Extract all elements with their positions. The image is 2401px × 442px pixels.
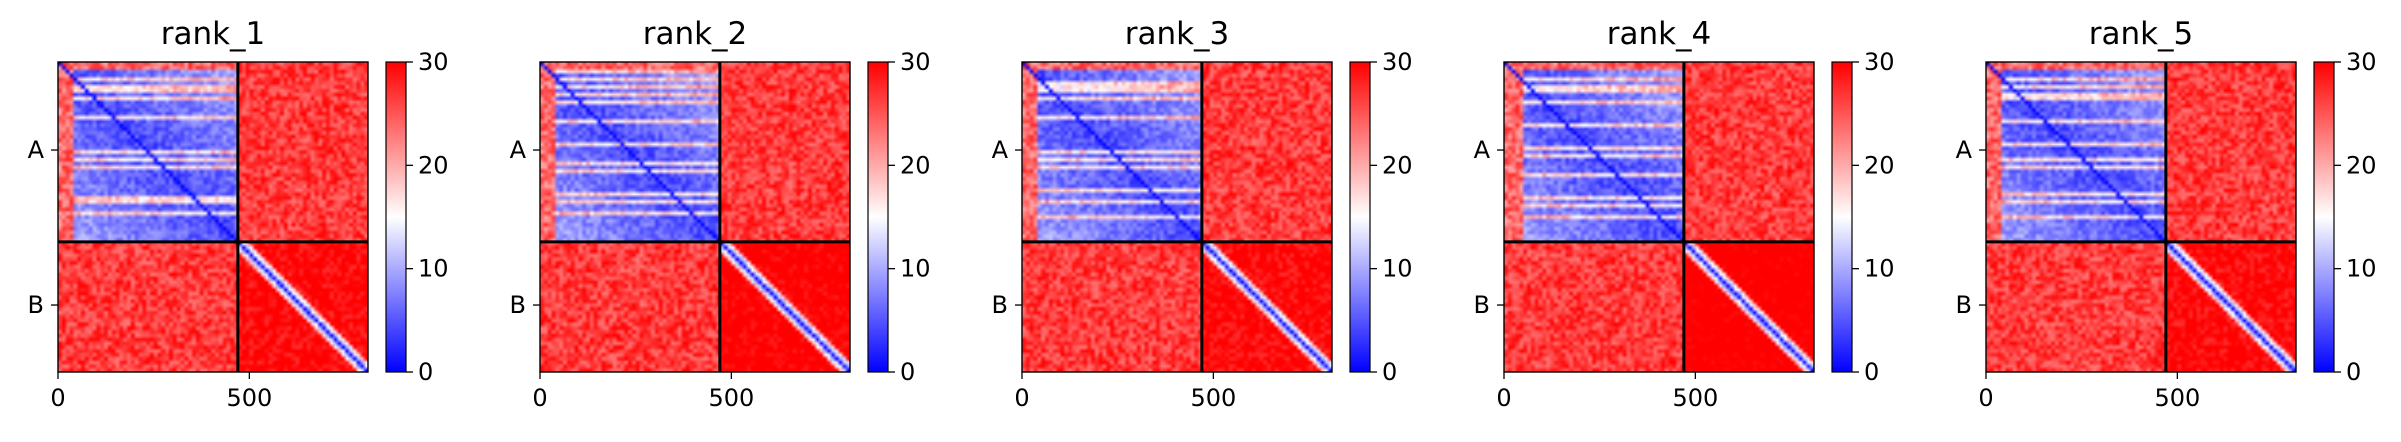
panel-title: rank_4 [1607,16,1712,52]
colorbar-tick-label: 20 [900,151,931,179]
panel-rank_1: rank_1 0 500 A B 0 10 20 30 [28,16,449,412]
y-tick-label: B [1474,291,1490,319]
panel-rank_2: rank_2 0 500 A B 0 10 20 30 [510,16,931,412]
plot-frame [1985,61,2297,373]
colorbar [1349,61,1371,373]
y-tick-label: B [510,291,526,319]
colorbar-tick-label: 10 [418,255,449,283]
x-tick-label: 0 [1496,384,1511,412]
y-tick-label: A [510,136,527,164]
colorbar [867,61,889,373]
plot-frame [1503,61,1815,373]
plot-frame [539,61,851,373]
y-tick-label: A [992,136,1009,164]
y-tick-label: B [28,291,44,319]
panel-title: rank_3 [1125,16,1230,52]
panel-title: rank_1 [161,16,266,52]
colorbar-tick-label: 0 [418,358,433,386]
plot-frame [57,61,369,373]
pae-heatmap [540,62,850,372]
colorbar-tick-label: 10 [1864,255,1895,283]
x-tick-label: 500 [226,384,272,412]
plot-frame [1021,61,1333,373]
y-tick-label: B [992,291,1008,319]
colorbar-tick-label: 30 [418,48,449,76]
colorbar-tick-label: 30 [1864,48,1895,76]
colorbar-tick-label: 10 [1382,255,1413,283]
y-tick-label: A [1956,136,1973,164]
x-tick-label: 0 [1014,384,1029,412]
x-tick-label: 500 [2154,384,2200,412]
panel-title: rank_2 [643,16,748,52]
colorbar-tick-label: 20 [1382,151,1413,179]
pae-heatmap [1504,62,1814,372]
colorbar-tick-label: 30 [900,48,931,76]
colorbar-tick-label: 0 [1382,358,1397,386]
y-tick-label: A [1474,136,1491,164]
panel-title: rank_5 [2089,16,2194,52]
x-tick-label: 0 [50,384,65,412]
x-tick-label: 0 [532,384,547,412]
colorbar-tick-label: 10 [2346,255,2377,283]
pae-heatmap [1986,62,2296,372]
colorbar-tick-label: 20 [2346,151,2377,179]
pae-heatmap [1022,62,1332,372]
panel-rank_4: rank_4 0 500 A B 0 10 20 30 [1474,16,1895,412]
panel-rank_5: rank_5 0 500 A B 0 10 20 30 [1956,16,2377,412]
x-tick-label: 500 [708,384,754,412]
y-tick-label: B [1956,291,1972,319]
colorbar-tick-label: 20 [1864,151,1895,179]
panel-rank_3: rank_3 0 500 A B 0 10 20 30 [992,16,1413,412]
pae-heatmap [58,62,368,372]
colorbar-tick-label: 30 [1382,48,1413,76]
colorbar-tick-label: 0 [1864,358,1879,386]
colorbar [385,61,407,373]
x-tick-label: 500 [1672,384,1718,412]
colorbar-tick-label: 10 [900,255,931,283]
colorbar-tick-label: 20 [418,151,449,179]
x-tick-label: 0 [1978,384,1993,412]
colorbar [2313,61,2335,373]
colorbar-tick-label: 0 [900,358,915,386]
y-tick-label: A [28,136,45,164]
colorbar-tick-label: 0 [2346,358,2361,386]
colorbar [1831,61,1853,373]
colorbar-tick-label: 30 [2346,48,2377,76]
x-tick-label: 500 [1190,384,1236,412]
